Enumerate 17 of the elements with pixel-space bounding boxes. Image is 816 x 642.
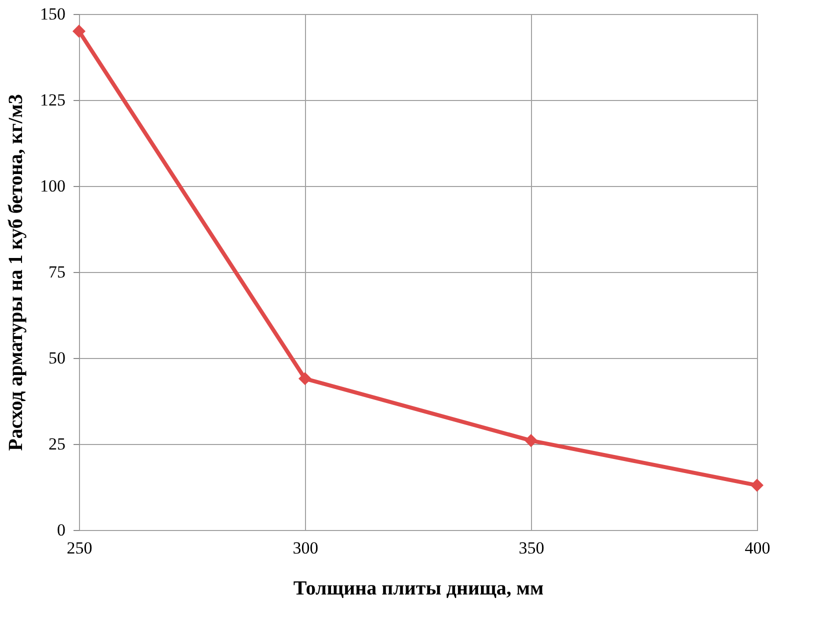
y-tick-label: 100: [40, 176, 66, 196]
x-axis-title: Толщина плиты днища, мм: [293, 578, 544, 600]
y-tick-label: 125: [40, 90, 66, 110]
y-tick-label: 25: [48, 434, 66, 454]
x-tick-label: 350: [518, 538, 544, 558]
y-tick-label: 150: [40, 4, 66, 24]
point: [298, 372, 312, 386]
x-tick-label: 300: [292, 538, 318, 558]
y-tick-label: 75: [48, 262, 66, 282]
y-tick-label: 0: [57, 520, 66, 540]
x-tick-label: 250: [66, 538, 92, 558]
point: [524, 434, 538, 448]
point: [750, 478, 764, 492]
y-tick-label: 50: [48, 348, 66, 368]
x-tick-label: 400: [744, 538, 770, 558]
point: [72, 24, 86, 38]
y-axis-title: Расход арматуры на 1 куб бетона, кг/м3: [5, 94, 27, 451]
